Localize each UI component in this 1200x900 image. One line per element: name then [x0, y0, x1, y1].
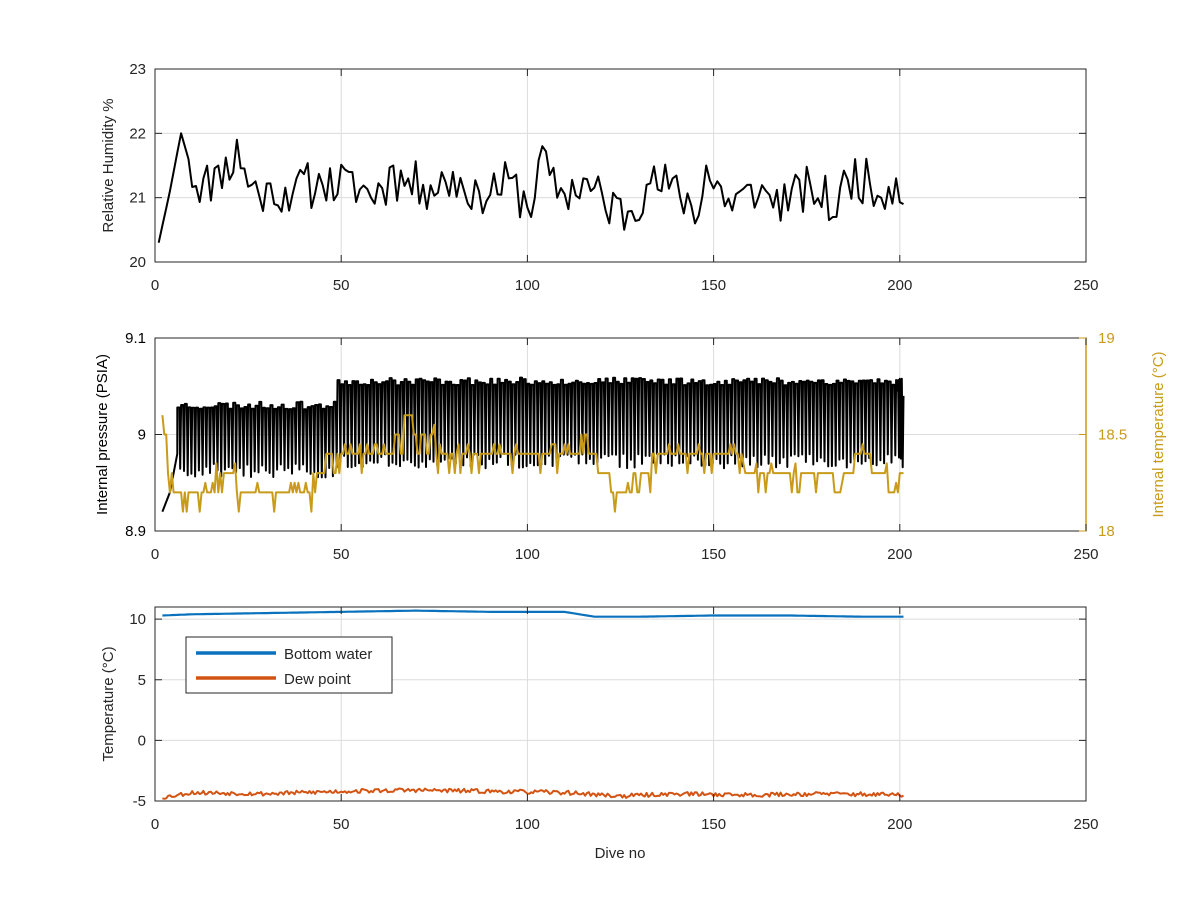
x-axis-label: Dive no: [595, 845, 646, 862]
humidity-series: [157, 132, 904, 243]
legend: Bottom water Dew point: [185, 636, 393, 694]
pressure-series: [161, 376, 905, 513]
temperature-y2label: Internal temperature (°C): [1150, 351, 1167, 517]
pressure-series-1-line: [161, 414, 904, 513]
legend-label-dew-point: Dew point: [284, 671, 352, 688]
temperature-xtick-label: 200: [887, 816, 912, 833]
humidity-ytick-label: 23: [129, 61, 146, 78]
pressure-xtick-label: 50: [333, 546, 350, 563]
temperature-plot-area: [155, 607, 1086, 801]
humidity-gridlines: [155, 69, 1086, 262]
temperature-xtick-label: 0: [151, 816, 159, 833]
temperature-xtick-label: 150: [701, 816, 726, 833]
pressure-ticks: 0 50 100 150 200 250 8.9 9 9.1 18 18.5 19: [125, 330, 1127, 563]
humidity-xtick-label: 100: [515, 277, 540, 294]
temperature-ytick-label: -5: [133, 793, 146, 810]
pressure-xtick-label: 150: [701, 546, 726, 563]
humidity-ytick-label: 20: [129, 254, 146, 271]
pressure-y2tick-label: 19: [1098, 330, 1115, 347]
legend-label-bottom-water: Bottom water: [284, 646, 372, 663]
humidity-ylabel: Relative Humidity %: [100, 98, 117, 232]
humidity-xtick-label: 150: [701, 277, 726, 294]
humidity-xtick-label: 0: [151, 277, 159, 294]
temperature-ytick-label: 5: [138, 672, 146, 689]
pressure-y2tick-label: 18: [1098, 523, 1115, 540]
humidity-ticks: 0 50 100 150 200 250 20 21 22 23: [129, 61, 1098, 294]
humidity-panel: 0 50 100 150 200 250 20 21 22 23 Relative Humidit…: [100, 61, 1099, 294]
humidity-axes-box: [154, 68, 1087, 263]
bottom-water-line: [162, 609, 904, 618]
pressure-y2tick-label: 18.5: [1098, 427, 1127, 444]
humidity-ytick-label: 22: [129, 125, 146, 142]
pressure-series-0-line: [161, 376, 905, 513]
pressure-xtick-label: 250: [1073, 546, 1098, 563]
temperature-ylabel: Temperature (°C): [100, 646, 117, 761]
humidity-ytick-label: 21: [129, 190, 146, 207]
pressure-ytick-label: 8.9: [125, 523, 146, 540]
pressure-ylabel: Internal pressure (PSIA): [94, 354, 111, 515]
temperature-series: [162, 609, 905, 800]
humidity-series-0-line: [157, 132, 904, 243]
temperature-gridlines: [155, 607, 1086, 801]
pressure-panel: 0 50 100 150 200 250 8.9 9 9.1 18 18.5 19 Internal …: [94, 330, 1167, 563]
humidity-xtick-label: 250: [1073, 277, 1098, 294]
temperature-xtick-label: 50: [333, 816, 350, 833]
temperature-xtick-label: 250: [1073, 816, 1098, 833]
humidity-plot-area: [155, 69, 1086, 262]
pressure-xtick-label: 200: [887, 546, 912, 563]
dew-point-line: [162, 787, 905, 800]
pressure-xtick-label: 100: [515, 546, 540, 563]
temperature-ytick-label: 0: [138, 732, 146, 749]
temperature-ticks: 0 50 100 150 200 250 -5 0 5 10: [129, 607, 1099, 833]
pressure-ytick-label: 9.1: [125, 330, 146, 347]
temperature-xtick-label: 100: [515, 816, 540, 833]
humidity-xtick-label: 200: [887, 277, 912, 294]
pressure-ytick-label: 9: [138, 427, 146, 444]
legend-box: [185, 636, 393, 694]
temperature-panel: 0 50 100 150 200 250 -5 0 5 10 Temperature (°C) B…: [100, 606, 1099, 833]
pressure-xtick-label: 0: [151, 546, 159, 563]
humidity-xtick-label: 50: [333, 277, 350, 294]
temperature-axes-box: [154, 606, 1087, 802]
temperature-ytick-label: 10: [129, 611, 146, 628]
